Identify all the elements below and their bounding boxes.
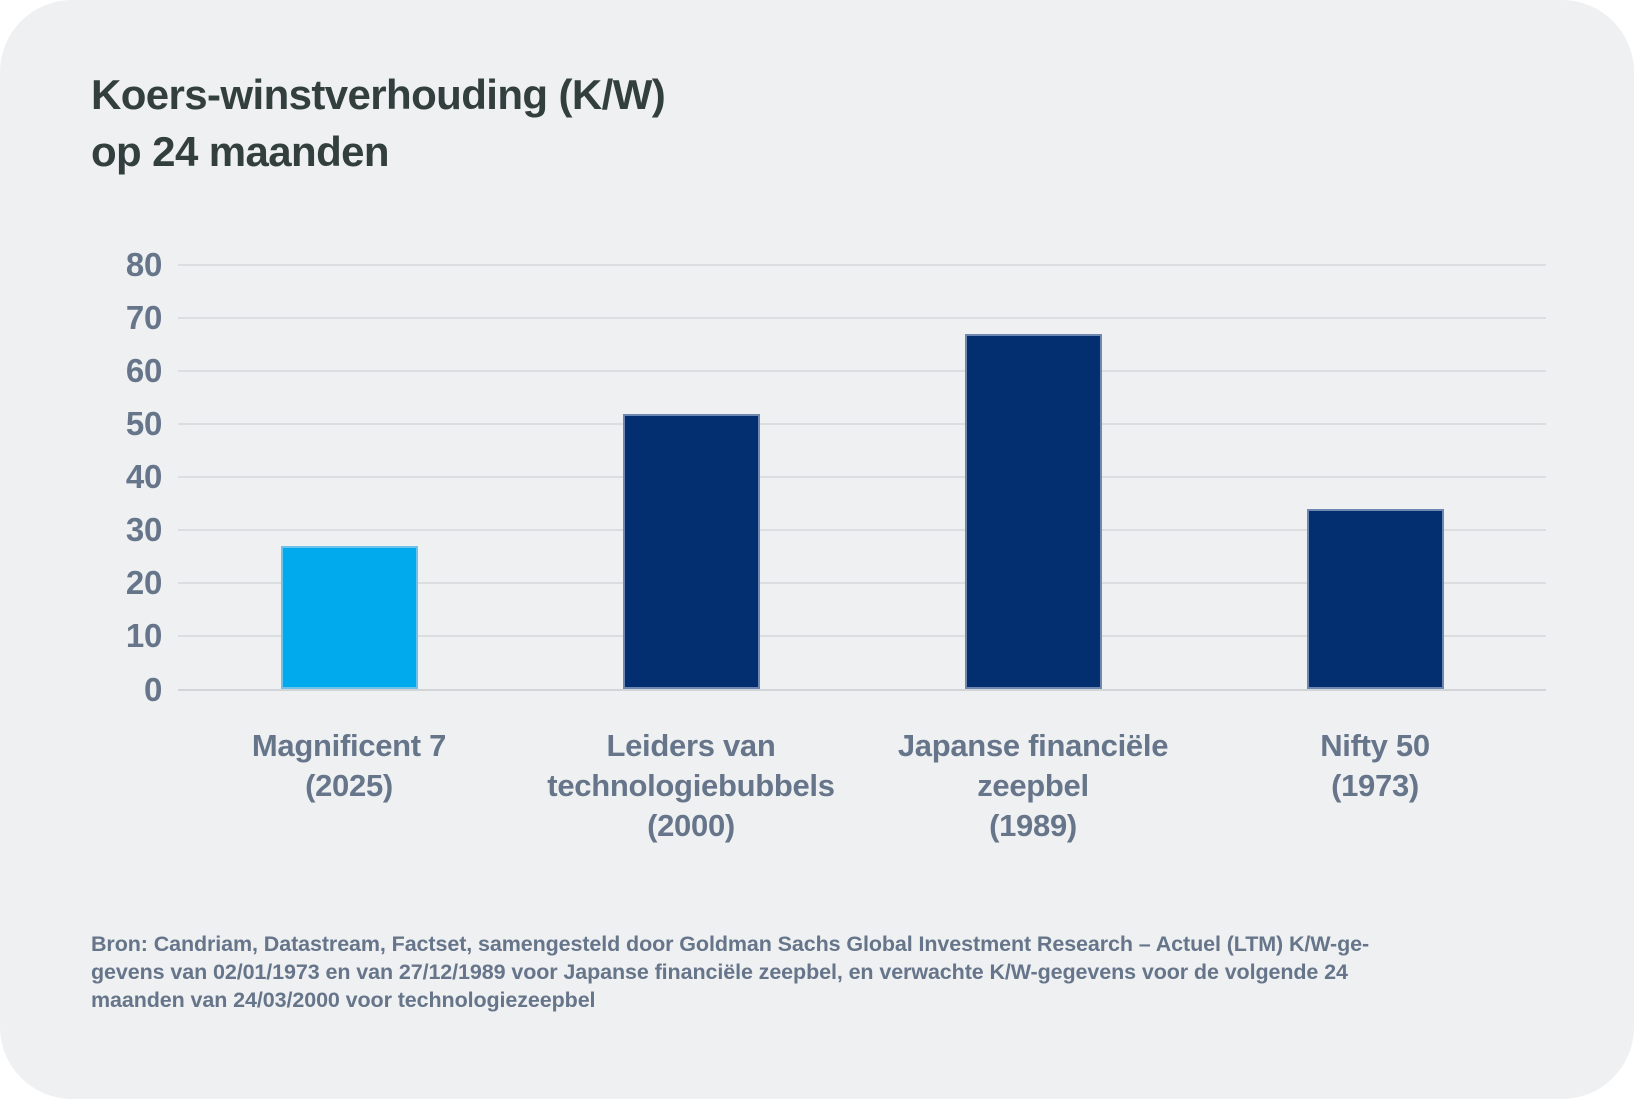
- gridline-y-10: [178, 635, 1546, 638]
- y-tick-label-10: 10: [125, 617, 162, 655]
- bar-leiders-van-technologiebubbels-2000: [622, 413, 760, 690]
- y-tick-label-50: 50: [125, 405, 162, 443]
- gridline-y-20: [178, 582, 1546, 585]
- bar-magnificent-7-2025: [280, 546, 418, 690]
- bar-japanse-financiele-zeepbel-1989: [964, 333, 1102, 690]
- y-tick-label-70: 70: [125, 299, 162, 337]
- source-note: Bron: Candriam, Datastream, Factset, sam…: [91, 932, 1370, 1012]
- y-tick-label-30: 30: [125, 511, 162, 549]
- gridline-y-70: [178, 317, 1546, 320]
- gridline-y-80: [178, 264, 1546, 266]
- x-axis-label-leiders-van-technologiebubbels-2000: Leiders van technologiebubbels (2000): [547, 728, 835, 843]
- gridline-y-40: [178, 476, 1546, 479]
- gridline-y-50: [178, 423, 1546, 426]
- y-tick-label-80: 80: [125, 246, 162, 283]
- bar-nifty-50-1973: [1306, 509, 1444, 690]
- y-tick-label-40: 40: [125, 458, 162, 496]
- x-axis-baseline: [178, 688, 1546, 691]
- gridline-y-60: [178, 370, 1546, 373]
- gridline-y-30: [178, 529, 1546, 532]
- x-axis-label-japanse-financiele-zeepbel-1989: Japanse financiële zeepbel (1989): [897, 728, 1169, 843]
- y-tick-label-60: 60: [125, 352, 162, 390]
- x-axis-label-nifty-50-1973: Nifty 50 (1973): [1320, 728, 1430, 803]
- chart-title: Koers-winstverhouding (K/W) op 24 maande…: [91, 71, 666, 175]
- y-tick-label-20: 20: [125, 564, 162, 602]
- y-tick-label-0: 0: [143, 670, 162, 708]
- x-axis-label-magnificent-7-2025: Magnificent 7 (2025): [251, 728, 447, 803]
